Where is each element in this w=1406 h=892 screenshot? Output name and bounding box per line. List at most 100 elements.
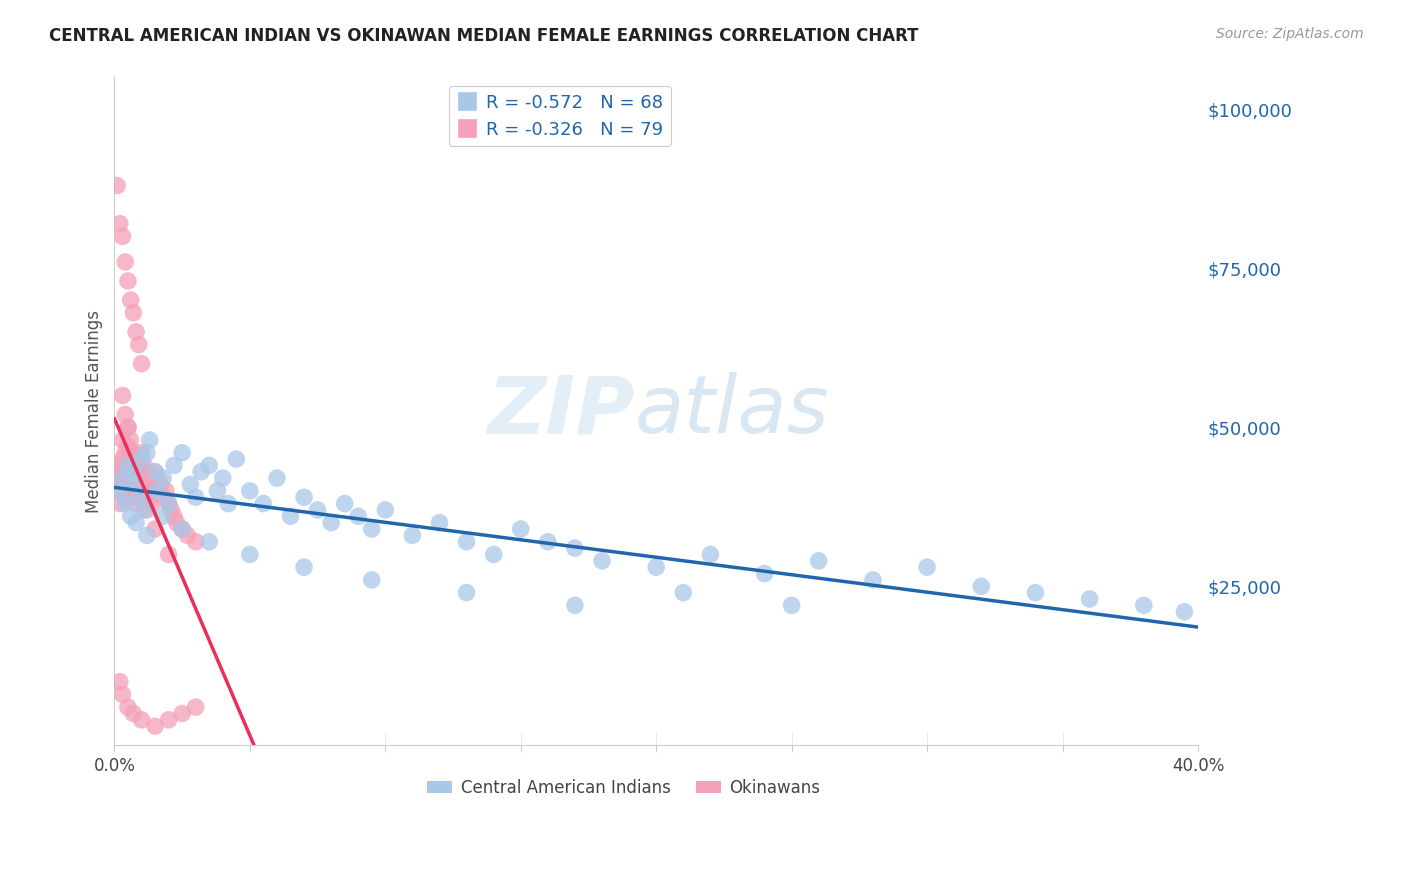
Point <box>131 446 153 460</box>
Point <box>754 566 776 581</box>
Point <box>111 452 134 467</box>
Point <box>120 509 142 524</box>
Point <box>184 490 207 504</box>
Point <box>122 706 145 721</box>
Point <box>111 229 134 244</box>
Point <box>157 713 180 727</box>
Point <box>225 452 247 467</box>
Point <box>146 471 169 485</box>
Point <box>179 477 201 491</box>
Point <box>108 483 131 498</box>
Point <box>120 483 142 498</box>
Point <box>111 388 134 402</box>
Point <box>111 687 134 701</box>
Point <box>122 465 145 479</box>
Text: atlas: atlas <box>634 372 830 450</box>
Point <box>120 465 142 479</box>
Point <box>125 458 148 473</box>
Point <box>157 497 180 511</box>
Point <box>114 446 136 460</box>
Point <box>672 585 695 599</box>
Point <box>360 522 382 536</box>
Point <box>128 465 150 479</box>
Point <box>207 483 229 498</box>
Point <box>152 490 174 504</box>
Point <box>134 477 156 491</box>
Point <box>117 439 139 453</box>
Point <box>163 458 186 473</box>
Point <box>138 490 160 504</box>
Point <box>166 516 188 530</box>
Point <box>114 497 136 511</box>
Text: ZIP: ZIP <box>486 372 634 450</box>
Point <box>111 433 134 447</box>
Point <box>143 483 166 498</box>
Point <box>537 534 560 549</box>
Point <box>143 465 166 479</box>
Point <box>266 471 288 485</box>
Point <box>143 719 166 733</box>
Point <box>970 579 993 593</box>
Point <box>117 420 139 434</box>
Point <box>120 293 142 307</box>
Point <box>117 420 139 434</box>
Point <box>401 528 423 542</box>
Point <box>915 560 938 574</box>
Point <box>108 497 131 511</box>
Point <box>149 477 172 491</box>
Y-axis label: Median Female Earnings: Median Female Earnings <box>86 310 103 513</box>
Point <box>122 490 145 504</box>
Point <box>131 713 153 727</box>
Point <box>117 700 139 714</box>
Point <box>125 325 148 339</box>
Point <box>198 534 221 549</box>
Point <box>347 509 370 524</box>
Point <box>114 255 136 269</box>
Text: Source: ZipAtlas.com: Source: ZipAtlas.com <box>1216 27 1364 41</box>
Point <box>307 503 329 517</box>
Point <box>114 408 136 422</box>
Point <box>117 274 139 288</box>
Point <box>198 458 221 473</box>
Point <box>564 541 586 555</box>
Point <box>252 497 274 511</box>
Point <box>135 446 157 460</box>
Point <box>117 471 139 485</box>
Point <box>807 554 830 568</box>
Point <box>138 471 160 485</box>
Point <box>114 465 136 479</box>
Point <box>120 446 142 460</box>
Point <box>146 483 169 498</box>
Point <box>114 490 136 504</box>
Point <box>108 465 131 479</box>
Point <box>125 477 148 491</box>
Point <box>128 337 150 351</box>
Point <box>429 516 451 530</box>
Point <box>111 471 134 485</box>
Point <box>645 560 668 574</box>
Point <box>163 509 186 524</box>
Point <box>280 509 302 524</box>
Point <box>134 503 156 517</box>
Point <box>108 217 131 231</box>
Point <box>125 477 148 491</box>
Point <box>509 522 531 536</box>
Point <box>564 599 586 613</box>
Point <box>184 534 207 549</box>
Point <box>141 477 163 491</box>
Point <box>152 509 174 524</box>
Point <box>125 497 148 511</box>
Point <box>131 483 153 498</box>
Point <box>135 528 157 542</box>
Point <box>128 490 150 504</box>
Point <box>333 497 356 511</box>
Point <box>117 458 139 473</box>
Point <box>292 560 315 574</box>
Point <box>184 700 207 714</box>
Point <box>135 503 157 517</box>
Point <box>122 306 145 320</box>
Point <box>157 548 180 562</box>
Point <box>172 446 194 460</box>
Point <box>217 497 239 511</box>
Point <box>105 178 128 193</box>
